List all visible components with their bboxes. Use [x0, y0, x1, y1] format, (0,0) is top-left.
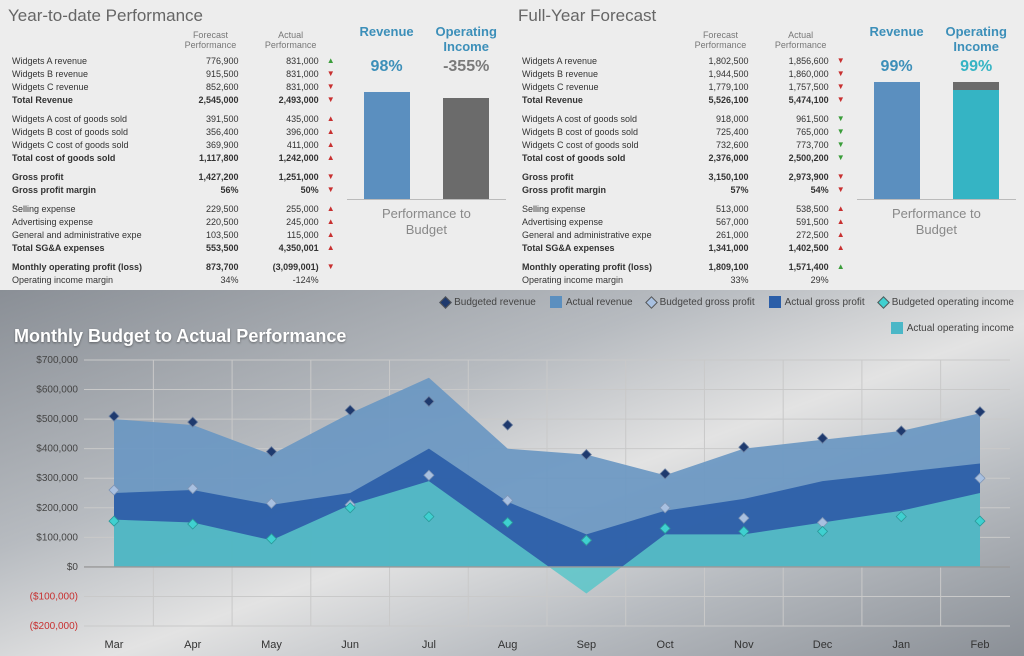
- table-row: Operating income margin 34% -124%: [8, 273, 339, 286]
- table-row: Selling expense 513,000 538,500▲: [518, 202, 849, 215]
- table-row: Total Revenue 2,545,000 2,493,000▼: [8, 93, 339, 106]
- legend-item: Actual revenue: [550, 296, 633, 308]
- legend-item: Actual operating income: [891, 322, 1014, 334]
- monthly-title: Monthly Budget to Actual Performance: [14, 326, 346, 347]
- bar-title-revenue: Revenue: [857, 24, 937, 54]
- table-row: Widgets B cost of goods sold 725,400 765…: [518, 125, 849, 138]
- table-row: Advertising expense 220,500 245,000▲: [8, 215, 339, 228]
- legend-item: Budgeted gross profit: [647, 297, 755, 308]
- svg-text:$0: $0: [67, 562, 79, 573]
- svg-text:($100,000): ($100,000): [30, 591, 78, 602]
- perf-caption: Performance toBudget: [892, 206, 981, 237]
- bar-value-revenue: 99%: [857, 58, 937, 76]
- legend-item: Actual gross profit: [769, 296, 865, 308]
- table-row: General and administrative expe 103,500 …: [8, 228, 339, 241]
- table-row: Widgets C revenue 1,779,100 1,757,500▼: [518, 80, 849, 93]
- table-row: Total SG&A expenses 553,500 4,350,001▲: [8, 241, 339, 254]
- svg-text:$700,000: $700,000: [36, 355, 78, 366]
- table-row: Gross profit margin 57% 54%▼: [518, 183, 849, 196]
- top-panel: Year-to-date Performance ForecastPerform…: [0, 0, 1024, 290]
- svg-text:Oct: Oct: [657, 639, 674, 651]
- table-row: Widgets A revenue 776,900 831,000▲: [8, 54, 339, 67]
- fy-table: ForecastPerformanceActualPerformance Wid…: [518, 30, 849, 286]
- ytd-table: ForecastPerformanceActualPerformance Wid…: [8, 30, 339, 286]
- svg-text:Mar: Mar: [105, 639, 124, 651]
- table-row: Widgets A cost of goods sold 391,500 435…: [8, 112, 339, 125]
- fy-section: Full-Year Forecast ForecastPerformanceAc…: [518, 6, 1016, 290]
- bar-value-revenue: 98%: [347, 58, 427, 76]
- table-row: Total cost of goods sold 2,376,000 2,500…: [518, 151, 849, 164]
- svg-text:$300,000: $300,000: [36, 473, 78, 484]
- table-row: Gross profit 1,427,200 1,251,000▼: [8, 170, 339, 183]
- legend-item: Budgeted operating income: [879, 297, 1014, 308]
- svg-text:Apr: Apr: [184, 639, 201, 651]
- legend: Budgeted revenue Actual revenue Budgeted g…: [374, 296, 1014, 334]
- svg-text:Jun: Jun: [341, 639, 359, 651]
- svg-text:$200,000: $200,000: [36, 503, 78, 514]
- table-row: Selling expense 229,500 255,000▲: [8, 202, 339, 215]
- table-row: Widgets B revenue 915,500 831,000▼: [8, 67, 339, 80]
- table-row: Widgets A revenue 1,802,500 1,856,600▼: [518, 54, 849, 67]
- table-row: Widgets A cost of goods sold 918,000 961…: [518, 112, 849, 125]
- fy-title: Full-Year Forecast: [518, 6, 849, 26]
- svg-text:$100,000: $100,000: [36, 532, 78, 543]
- fy-chart: Revenue OperatingIncome 99% 99% Performa…: [857, 6, 1016, 290]
- bar-value-oi: 99%: [936, 58, 1016, 76]
- svg-text:May: May: [261, 639, 282, 651]
- svg-text:Jul: Jul: [422, 639, 436, 651]
- table-row: Total cost of goods sold 1,117,800 1,242…: [8, 151, 339, 164]
- table-row: Widgets C revenue 852,600 831,000▼: [8, 80, 339, 93]
- bar-value-oi: -355%: [426, 58, 506, 76]
- monthly-panel: Monthly Budget to Actual Performance Bud…: [0, 290, 1024, 656]
- svg-text:$500,000: $500,000: [36, 414, 78, 425]
- svg-text:Feb: Feb: [971, 639, 990, 651]
- table-row: Widgets C cost of goods sold 369,900 411…: [8, 138, 339, 151]
- table-row: Widgets B revenue 1,944,500 1,860,000▼: [518, 67, 849, 80]
- svg-text:($200,000): ($200,000): [30, 621, 78, 632]
- bar-title-revenue: Revenue: [347, 24, 427, 54]
- table-row: General and administrative expe 261,000 …: [518, 228, 849, 241]
- ytd-chart: Revenue OperatingIncome 98% -355% Perfor…: [347, 6, 506, 290]
- table-row: Gross profit margin 56% 50%▼: [8, 183, 339, 196]
- bar-revenue: [874, 82, 920, 199]
- svg-text:Dec: Dec: [813, 639, 833, 651]
- svg-text:Aug: Aug: [498, 639, 518, 651]
- svg-text:Nov: Nov: [734, 639, 754, 651]
- monthly-chart: $700,000 $600,000 $500,000 $400,000 $300,000…: [0, 350, 1024, 656]
- table-row: Total Revenue 5,526,100 5,474,100▼: [518, 93, 849, 106]
- table-row: Widgets B cost of goods sold 356,400 396…: [8, 125, 339, 138]
- svg-text:Jan: Jan: [892, 639, 910, 651]
- table-row: Monthly operating profit (loss) 873,700 …: [8, 260, 339, 273]
- ytd-title: Year-to-date Performance: [8, 6, 339, 26]
- bar-title-oi: OperatingIncome: [426, 24, 506, 54]
- table-row: Advertising expense 567,000 591,500▲: [518, 215, 849, 228]
- table-row: Monthly operating profit (loss) 1,809,10…: [518, 260, 849, 273]
- svg-text:$600,000: $600,000: [36, 385, 78, 396]
- legend-item: Budgeted revenue: [441, 297, 536, 308]
- bar-revenue: [364, 92, 410, 199]
- perf-caption: Performance toBudget: [382, 206, 471, 237]
- svg-text:Sep: Sep: [577, 639, 597, 651]
- bar-title-oi: OperatingIncome: [936, 24, 1016, 54]
- table-row: Operating income margin 33% 29%: [518, 273, 849, 286]
- table-row: Gross profit 3,150,100 2,973,900▼: [518, 170, 849, 183]
- table-row: Widgets C cost of goods sold 732,600 773…: [518, 138, 849, 151]
- table-row: Total SG&A expenses 1,341,000 1,402,500▲: [518, 241, 849, 254]
- ytd-section: Year-to-date Performance ForecastPerform…: [8, 6, 506, 290]
- svg-text:$400,000: $400,000: [36, 444, 78, 455]
